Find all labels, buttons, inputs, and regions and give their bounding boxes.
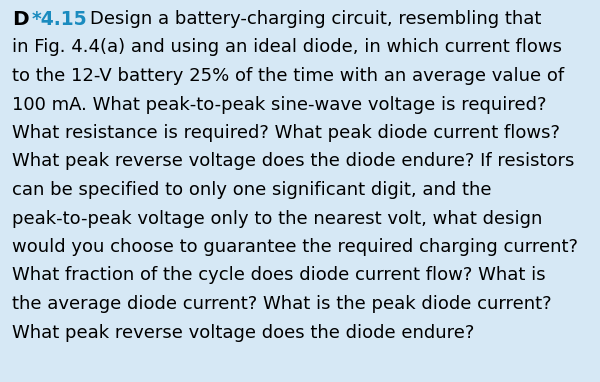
- Text: What resistance is required? What peak diode current flows?: What resistance is required? What peak d…: [12, 124, 560, 142]
- Text: peak-to-peak voltage only to the nearest volt, what design: peak-to-peak voltage only to the nearest…: [12, 209, 542, 228]
- Text: *4.15: *4.15: [32, 10, 88, 29]
- Text: Design a battery-charging circuit, resembling that: Design a battery-charging circuit, resem…: [90, 10, 541, 28]
- Text: to the 12-V battery 25% of the time with an average value of: to the 12-V battery 25% of the time with…: [12, 67, 564, 85]
- Text: the average diode current? What is the peak diode current?: the average diode current? What is the p…: [12, 295, 551, 313]
- Text: in Fig. 4.4(a) and using an ideal diode, in which current flows: in Fig. 4.4(a) and using an ideal diode,…: [12, 39, 562, 57]
- Text: 100 mA. What peak-to-peak sine-wave voltage is required?: 100 mA. What peak-to-peak sine-wave volt…: [12, 96, 547, 113]
- Text: What fraction of the cycle does diode current flow? What is: What fraction of the cycle does diode cu…: [12, 267, 545, 285]
- Text: What peak reverse voltage does the diode endure?: What peak reverse voltage does the diode…: [12, 324, 475, 342]
- Text: D: D: [12, 10, 29, 29]
- Text: can be specified to only one significant digit, and the: can be specified to only one significant…: [12, 181, 491, 199]
- Text: What peak reverse voltage does the diode endure? If resistors: What peak reverse voltage does the diode…: [12, 152, 574, 170]
- Text: would you choose to guarantee the required charging current?: would you choose to guarantee the requir…: [12, 238, 578, 256]
